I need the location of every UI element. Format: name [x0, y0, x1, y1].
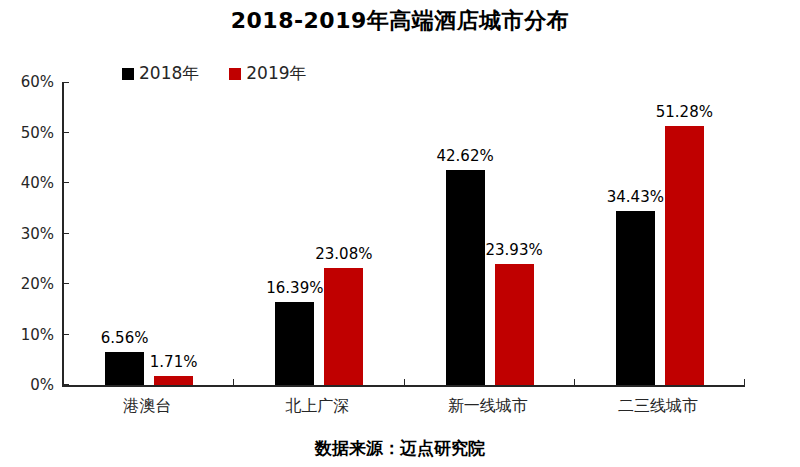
- x-axis-tick: [233, 379, 234, 385]
- bar-chart: 2018-2019年高端酒店城市分布 2018年2019年 0%10%20%30…: [0, 0, 800, 467]
- y-axis-tick-label: 40%: [0, 174, 54, 192]
- bar-2018年-二三线城市: [616, 211, 655, 385]
- data-label: 42.62%: [420, 147, 510, 165]
- y-axis-tick: [64, 233, 69, 234]
- data-label: 23.08%: [299, 245, 389, 263]
- y-axis-labels: 0% 10% 20% 30% 40% 50% 60%: [0, 0, 54, 467]
- data-label: 23.93%: [469, 241, 559, 259]
- bar-2019年-二三线城市: [665, 126, 704, 385]
- x-axis-category-label: 北上广深: [231, 396, 403, 417]
- bar-2019年-新一线城市: [495, 264, 534, 385]
- y-axis-tick-label: 30%: [0, 225, 54, 243]
- chart-title: 2018-2019年高端酒店城市分布: [0, 6, 800, 36]
- bar-2019年-港澳台: [154, 376, 193, 385]
- x-axis-tick: [574, 379, 575, 385]
- y-axis-tick: [64, 132, 69, 133]
- data-label: 51.28%: [639, 103, 729, 121]
- y-axis-tick: [64, 182, 69, 183]
- y-axis-tick-label: 50%: [0, 124, 54, 142]
- x-axis-tick: [404, 379, 405, 385]
- bar-2018年-新一线城市: [446, 170, 485, 385]
- y-axis-tick-label: 10%: [0, 326, 54, 344]
- plot-area: 6.56%1.71%16.39%23.08%42.62%23.93%34.43%…: [62, 82, 745, 387]
- x-axis-category-label: 二三线城市: [572, 396, 744, 417]
- y-axis-tick: [64, 82, 69, 83]
- legend-swatch-icon: [229, 68, 241, 80]
- x-axis-labels: 港澳台北上广深新一线城市二三线城市: [62, 396, 743, 420]
- bar-2018年-北上广深: [275, 302, 314, 385]
- y-axis-tick: [64, 283, 69, 284]
- y-axis-tick-label: 60%: [0, 73, 54, 91]
- bar-2019年-北上广深: [324, 268, 363, 385]
- y-axis-tick-label: 0%: [0, 376, 54, 394]
- source-note: 数据来源：迈点研究院: [0, 437, 800, 460]
- y-axis-tick: [64, 334, 69, 335]
- x-axis-category-label: 新一线城市: [402, 396, 574, 417]
- legend-swatch-icon: [122, 68, 134, 80]
- x-axis-category-label: 港澳台: [61, 396, 233, 417]
- data-label: 1.71%: [129, 353, 219, 371]
- y-axis-tick: [64, 384, 69, 385]
- data-label: 6.56%: [80, 329, 170, 347]
- y-axis-tick-label: 20%: [0, 275, 54, 293]
- x-axis-tick: [744, 379, 745, 385]
